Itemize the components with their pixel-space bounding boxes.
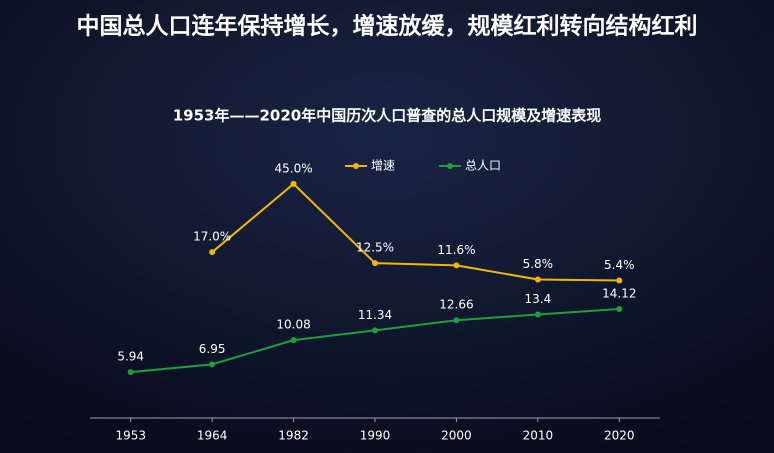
- point: [127, 369, 134, 376]
- page-title: 中国总人口连年保持增长，增速放缓，规模红利转向结构红利: [77, 13, 698, 40]
- x-tick-label: 2020: [604, 429, 635, 443]
- data-label: 11.6%: [437, 243, 475, 257]
- data-label: 5.8%: [523, 257, 554, 271]
- chart-title: 1953年——2020年中国历次人口普查的总人口规模及增速表现: [173, 107, 602, 125]
- point: [534, 311, 541, 318]
- series-line: [211, 182, 620, 282]
- data-label: 12.5%: [356, 241, 394, 255]
- point: [290, 337, 297, 344]
- data-label: 12.66: [439, 298, 473, 312]
- data-label: 45.0%: [275, 161, 313, 175]
- data-label: 10.08: [276, 318, 310, 332]
- data-label: 5.4%: [604, 258, 635, 272]
- data-label: 13.4: [524, 292, 551, 306]
- x-tick-label: 2010: [523, 429, 554, 443]
- point: [534, 276, 541, 283]
- point: [616, 305, 623, 312]
- legend-label: 增速: [371, 159, 395, 173]
- point: [453, 317, 460, 324]
- x-tick-label: 1964: [197, 429, 228, 443]
- x-tick-label: 1953: [115, 429, 146, 443]
- x-tick-label: 1990: [360, 429, 391, 443]
- point: [209, 361, 216, 368]
- data-label: 5.94: [117, 350, 144, 364]
- legend-marker: [447, 163, 454, 169]
- data-label: 17.0%: [193, 230, 231, 244]
- point: [372, 327, 378, 334]
- data-label: 6.95: [199, 342, 226, 356]
- legend-label: 总人口: [465, 159, 501, 173]
- point: [372, 260, 378, 267]
- point: [453, 262, 460, 269]
- legend-marker: [353, 163, 359, 169]
- x-tick-label: 2000: [441, 429, 472, 443]
- x-tick-label: 1982: [278, 429, 309, 443]
- data-label: 14.12: [602, 286, 636, 300]
- point: [209, 249, 216, 256]
- data-label: 11.34: [358, 308, 392, 322]
- point: [290, 180, 297, 187]
- point: [616, 277, 623, 284]
